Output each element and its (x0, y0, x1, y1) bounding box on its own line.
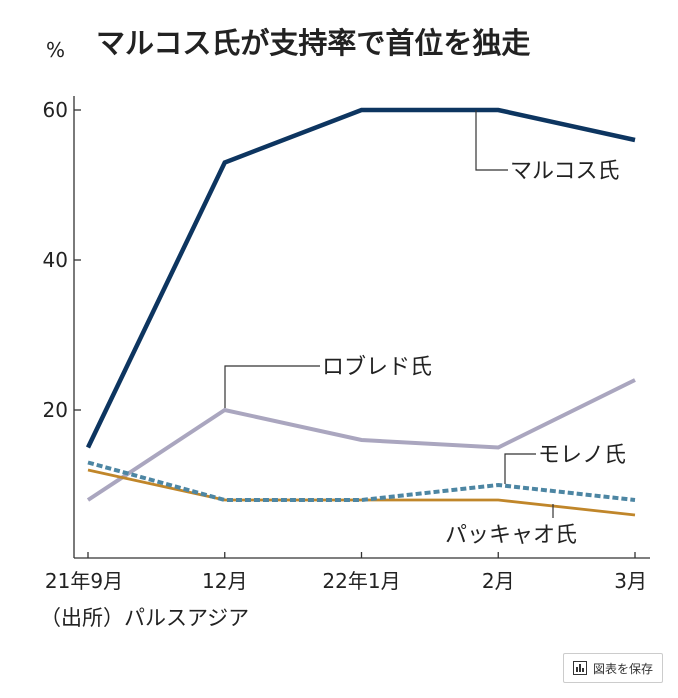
save-chart-label: 図表を保存 (592, 661, 653, 676)
save-chart-button[interactable]: 図表を保存 (563, 653, 663, 683)
series-label: パッキャオ氏 (445, 523, 577, 548)
chart-title: マルコス氏が支持率で首位を独走 (96, 26, 531, 60)
annotation-leader (224, 365, 320, 408)
chart-icon (572, 661, 587, 675)
y-tick-label: 40 (43, 248, 68, 272)
source-note: （出所）パルスアジア (40, 606, 250, 630)
annotation-leader (504, 453, 536, 484)
x-tick-label: 12月 (202, 569, 247, 593)
y-tick-label: 60 (43, 98, 68, 122)
series-label: ロブレド氏 (322, 355, 432, 380)
series-label: マルコス氏 (510, 159, 620, 184)
y-tick-label: 20 (43, 398, 68, 422)
x-tick-label: 2月 (482, 569, 515, 593)
series-line (87, 460, 636, 502)
x-tick-label: 21年9月 (45, 569, 123, 593)
y-axis-unit: % (46, 38, 66, 62)
annotation-leader (475, 110, 508, 171)
series-label: モレノ氏 (538, 443, 626, 468)
x-tick-label: 3月 (614, 569, 647, 593)
x-tick-label: 22年1月 (322, 569, 400, 593)
